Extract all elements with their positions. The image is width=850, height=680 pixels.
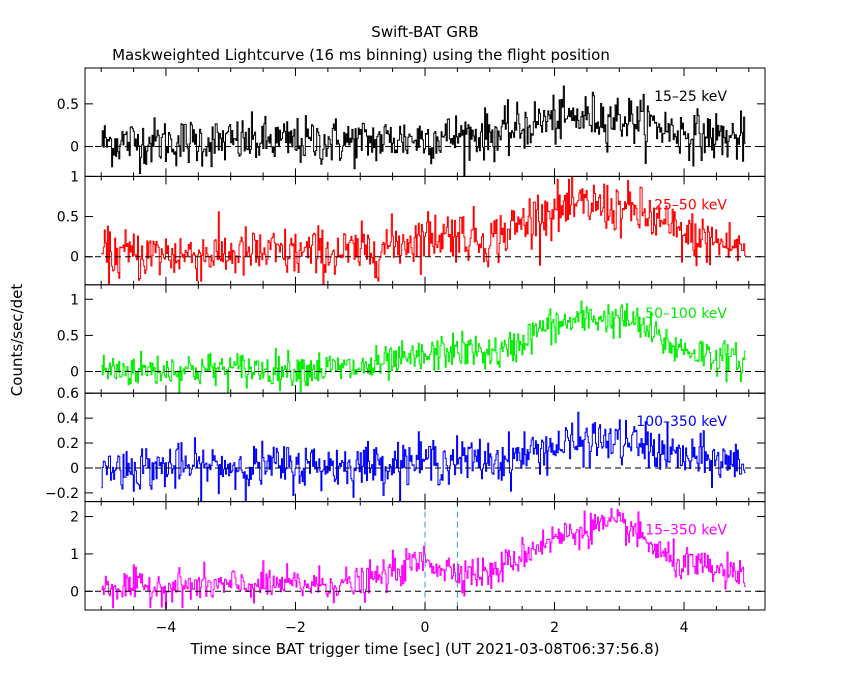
y-tick-label-4-2: 0 [70, 461, 79, 477]
x-tick-label-3: 0 [421, 620, 430, 636]
panel-4: −0.2 0 0.2 0.4 0.6 100–350 keV [45, 386, 766, 503]
y-tick-label-2-1: 0 [70, 250, 79, 266]
y-tick-label-3-2: 0.5 [57, 328, 79, 344]
panels-group: 0 0.5 15–25 keV 0 0.5 1 25–50 keV 0 0.5 1 50–100 k… [45, 67, 766, 611]
panel-frame-1 [84, 67, 766, 177]
x-tick-label-2: −2 [285, 620, 306, 636]
y-tick-label-4-5: 0.6 [57, 386, 79, 402]
panel-2: 0 0.5 1 25–50 keV [57, 169, 766, 286]
panel-frame-3 [84, 284, 766, 394]
series-line-1 [101, 85, 746, 177]
y-tick-label-2-2: 0.5 [57, 210, 79, 226]
y-tick-label-5-3: 2 [70, 510, 79, 526]
y-tick-label-5-2: 1 [70, 547, 79, 563]
series-label-2: 25–50 keV [654, 197, 727, 213]
series-line-5 [101, 508, 746, 609]
panel-3: 0 0.5 1 50–100 keV [57, 284, 766, 394]
series-line-2 [101, 176, 746, 285]
panel-frame-2 [84, 175, 766, 286]
series-label-3: 50–100 keV [645, 306, 727, 322]
chart-subtitle: Maskweighted Lightcurve (16 ms binning) … [112, 46, 610, 64]
y-tick-label-4-4: 0.4 [57, 411, 79, 427]
y-tick-label-1-2: 0.5 [57, 97, 79, 113]
y-tick-label-4-3: 0.2 [57, 436, 79, 452]
chart-title: Swift-BAT GRB [371, 23, 478, 41]
y-axis-label: Counts/sec/det [8, 284, 26, 397]
x-tick-label-1: −4 [156, 620, 177, 636]
series-line-4 [101, 411, 746, 502]
y-tick-label-4-1: −0.2 [45, 486, 79, 502]
series-label-1: 15–25 keV [654, 89, 727, 105]
y-tick-label-1-1: 0 [70, 140, 79, 156]
x-tick-labels: −4 −2 0 2 4 [156, 620, 689, 636]
x-axis-label: Time since BAT trigger time [sec] (UT 20… [190, 640, 660, 658]
y-tick-label-2-3: 1 [70, 169, 79, 185]
panel-1: 0 0.5 15–25 keV [57, 67, 766, 177]
series-label-5: 15–350 keV [645, 523, 727, 539]
y-tick-label-5-1: 0 [70, 584, 79, 600]
x-tick-label-4: 2 [550, 620, 559, 636]
series-line-3 [101, 300, 746, 394]
y-tick-label-3-1: 0 [70, 365, 79, 381]
x-tick-label-5: 4 [680, 620, 689, 636]
series-label-4: 100–350 keV [636, 414, 727, 430]
y-tick-label-3-3: 1 [70, 292, 79, 308]
panel-5: 0 1 2 15–350 keV [70, 501, 766, 611]
